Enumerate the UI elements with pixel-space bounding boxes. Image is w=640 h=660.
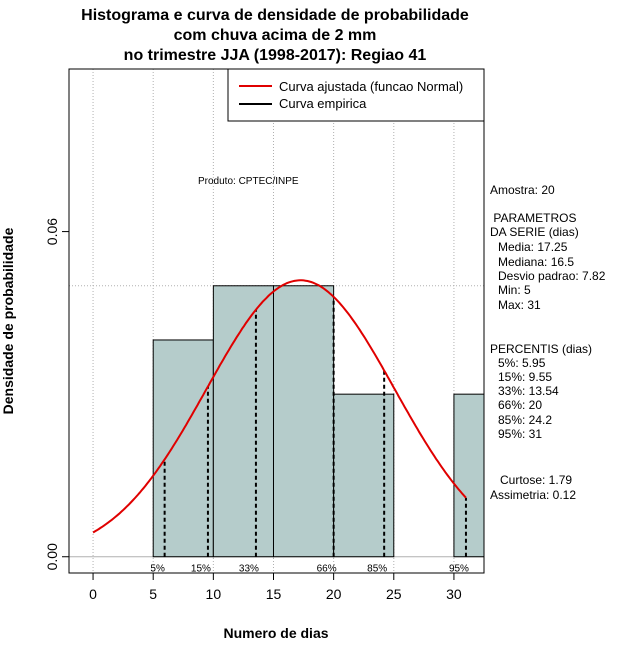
sample-size: Amostra: 20 <box>490 183 555 197</box>
chart-title-line-3: no trimestre JJA (1998-2017): Regiao 41 <box>123 47 427 64</box>
product-label: Produto: CPTEC/INPE <box>198 176 299 187</box>
percentil-95: 95%: 31 <box>498 427 543 441</box>
percentil-5: 5%: 5.95 <box>498 356 546 370</box>
percentis-title: PERCENTIS (dias) <box>490 342 593 356</box>
percentile-label: 5% <box>150 564 165 575</box>
normal-fit-curve <box>92 279 467 534</box>
percentil-85: 85%: 24.2 <box>498 413 553 427</box>
legend-box <box>227 68 485 122</box>
param-min: Min: 5 <box>498 283 531 297</box>
x-tick-label: 25 <box>386 586 402 602</box>
param-media: Media: 17.25 <box>498 240 568 254</box>
percentile-label: 33% <box>239 564 259 575</box>
percentile-label: 66% <box>317 564 337 575</box>
x-tick-label: 10 <box>206 586 222 602</box>
percentil-15: 15%: 9.55 <box>498 370 553 384</box>
y-axis-label: Densidade de probabilidade <box>0 227 16 414</box>
param-mediana: Mediana: 16.5 <box>498 255 575 269</box>
percentile-label: 85% <box>367 564 387 575</box>
y-tick-label: 0.06 <box>44 218 60 245</box>
assimetria: Assimetria: 0.12 <box>490 488 577 502</box>
chart-title-line-2: com chuva acima de 2 mm <box>173 27 377 44</box>
params-title-1: PARAMETROS <box>490 211 577 225</box>
chart-title-line-1: Histograma e curva de densidade de proba… <box>81 7 469 24</box>
param-desvio: Desvio padrao: 7.82 <box>498 269 606 283</box>
legend-fitted-label: Curva ajustada (funcao Normal) <box>279 79 463 94</box>
percentile-label: 95% <box>449 564 469 575</box>
x-tick-label: 0 <box>89 586 97 602</box>
x-axis-label: Numero de dias <box>223 625 328 641</box>
x-tick-label: 20 <box>326 586 342 602</box>
param-max: Max: 31 <box>498 298 541 312</box>
x-tick-label: 5 <box>149 586 157 602</box>
x-tick-label: 15 <box>266 586 282 602</box>
legend-empirical-label: Curva empirica <box>279 96 367 111</box>
histogram-bar <box>272 285 335 558</box>
percentile-label: 15% <box>191 564 211 575</box>
histogram-bar <box>453 393 485 558</box>
percentil-66: 66%: 20 <box>498 398 543 412</box>
percentil-33: 33%: 13.54 <box>498 384 559 398</box>
legend: Curva ajustada (funcao Normal) Curva emp… <box>227 68 485 122</box>
params-title-2: DA SERIE (dias) <box>490 225 579 239</box>
x-tick-label: 30 <box>446 586 462 602</box>
curtose: Curtose: 1.79 <box>500 473 573 487</box>
y-tick-label: 0.00 <box>44 543 60 570</box>
histogram-bar <box>152 339 214 558</box>
